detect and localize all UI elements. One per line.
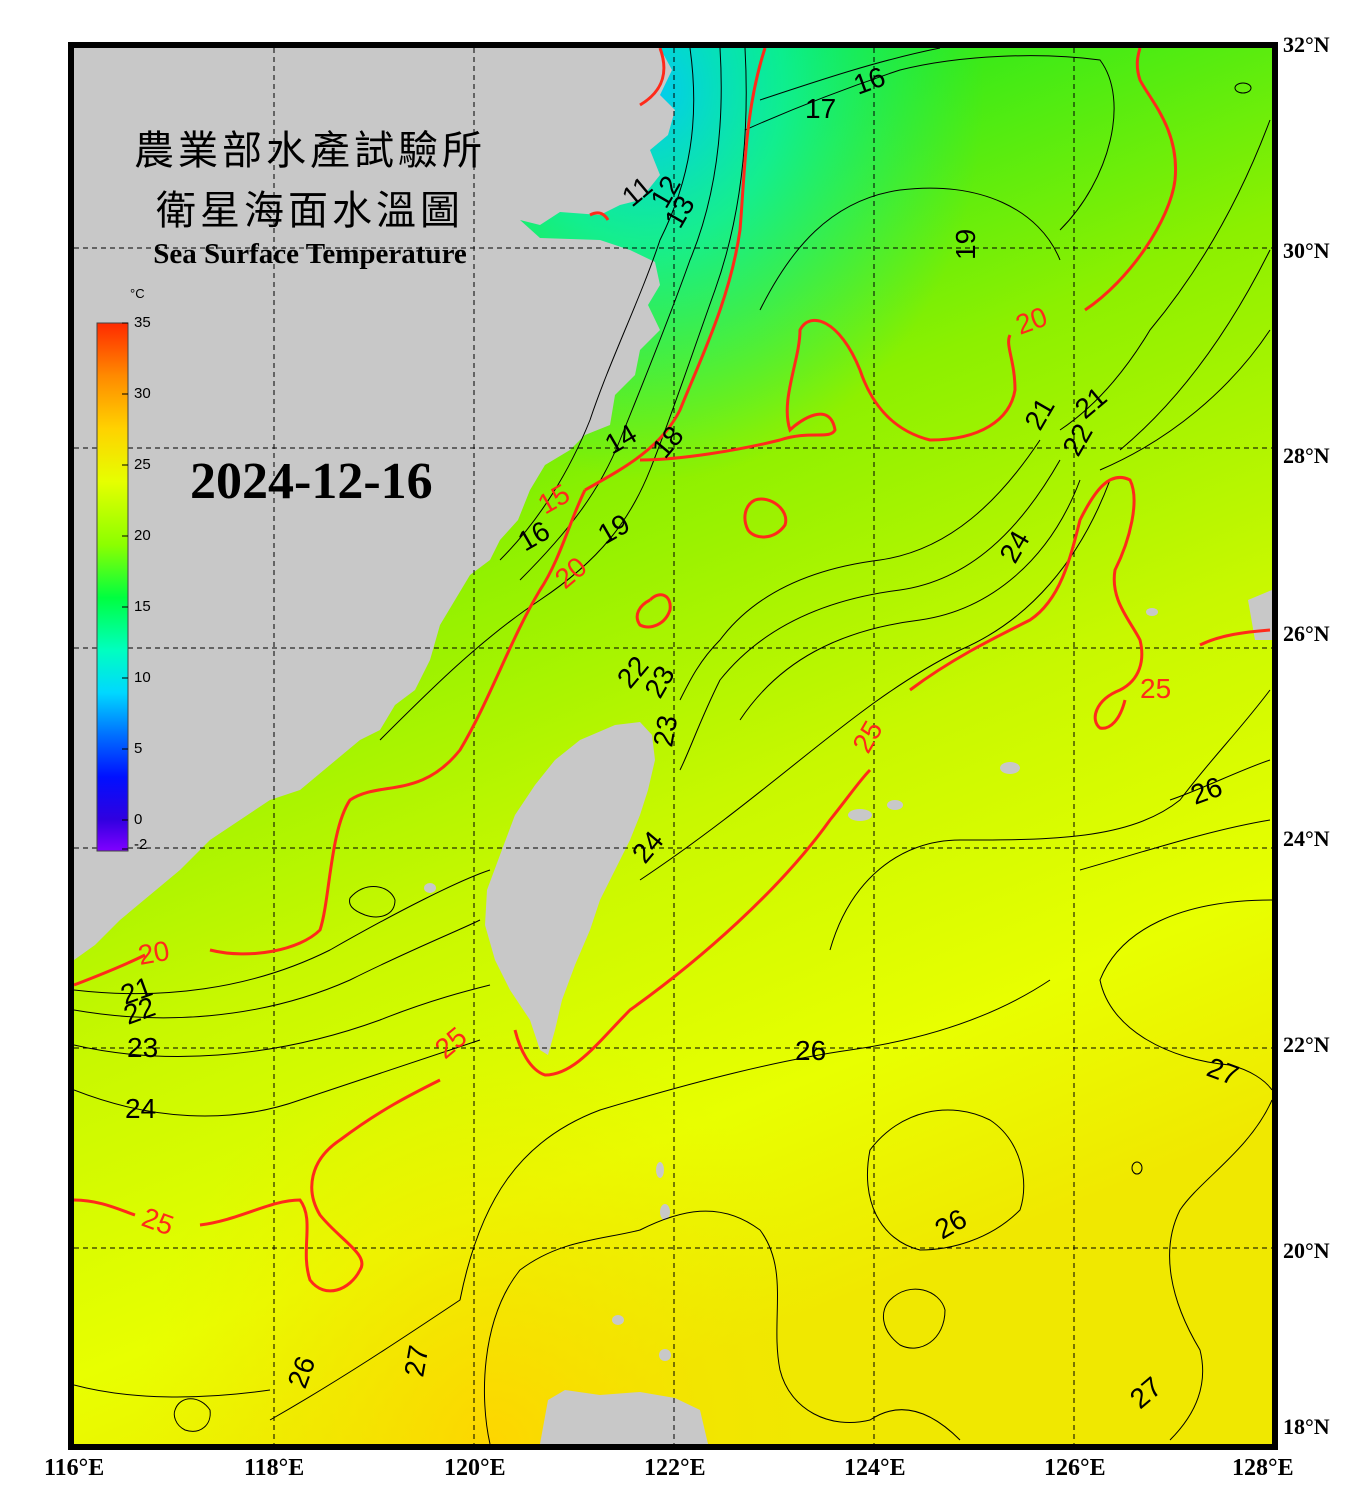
isotherm-label-major: 20 xyxy=(136,935,172,971)
lat-label: 32°N xyxy=(1283,32,1330,57)
lon-label: 128°E xyxy=(1232,1455,1294,1481)
lon-label: 124°E xyxy=(844,1455,906,1481)
lon-label: 126°E xyxy=(1044,1455,1106,1481)
mainland-china-land xyxy=(74,48,675,960)
major-isotherms xyxy=(74,48,1271,1293)
isotherm-label-major: 25 xyxy=(1140,673,1171,704)
colorbar-tick-label: 20 xyxy=(134,527,151,544)
lon-label: 118°E xyxy=(244,1455,305,1481)
colorbar-tick-label: 10 xyxy=(134,669,151,686)
lat-label: 26°N xyxy=(1283,621,1330,646)
colorbar-tick-label: 30 xyxy=(134,385,151,402)
date-label: 2024-12-16 xyxy=(190,453,433,510)
lon-label: 116°E xyxy=(44,1455,105,1481)
lat-label: 22°N xyxy=(1283,1032,1330,1057)
colorbar-tick-label: 5 xyxy=(134,740,143,757)
sea-area: 20 20 20 25 25 25 25 15 11 12 13 14 16 1… xyxy=(74,48,1272,1444)
lat-label: 24°N xyxy=(1283,826,1330,851)
luzon-land xyxy=(540,1390,708,1444)
isotherm-label: 17 xyxy=(805,93,836,124)
map-frame xyxy=(68,42,1278,1450)
colorbar-tick-label: 25 xyxy=(134,456,151,473)
taiwan-land xyxy=(485,722,655,1055)
colorbar-tick-label: 0 xyxy=(134,811,143,828)
title-chinese-line1: 農業部水產試驗所 xyxy=(134,128,486,174)
colorbar-tick-label: 15 xyxy=(134,598,151,615)
island-land xyxy=(1248,590,1272,640)
minor-isotherms xyxy=(74,48,1272,1444)
lat-label: 18°N xyxy=(1283,1414,1330,1439)
isotherm-label: 24 xyxy=(125,1093,156,1124)
isotherm-label: 26 xyxy=(795,1035,826,1066)
colorbar-ticks xyxy=(122,322,128,850)
title-chinese-line2: 衛星海面水溫圖 xyxy=(156,188,464,234)
isotherm-label: 27 xyxy=(398,1343,434,1379)
small-islands xyxy=(424,608,1158,1361)
isotherm-label: 23 xyxy=(647,713,683,749)
title-english: Sea Surface Temperature xyxy=(153,238,467,270)
lon-label: 122°E xyxy=(644,1455,706,1481)
colorbar-tick-label: -2 xyxy=(134,836,148,853)
lon-label: 120°E xyxy=(444,1455,506,1481)
colorbar xyxy=(96,322,129,852)
isotherm-label: 23 xyxy=(127,1032,158,1063)
isotherm-label: 19 xyxy=(950,229,981,260)
lat-label: 20°N xyxy=(1283,1238,1330,1263)
colorbar-unit: °C xyxy=(130,286,145,301)
lat-label: 30°N xyxy=(1283,238,1330,263)
colorbar-tick-label: 35 xyxy=(134,314,151,331)
lat-label: 28°N xyxy=(1283,443,1330,468)
